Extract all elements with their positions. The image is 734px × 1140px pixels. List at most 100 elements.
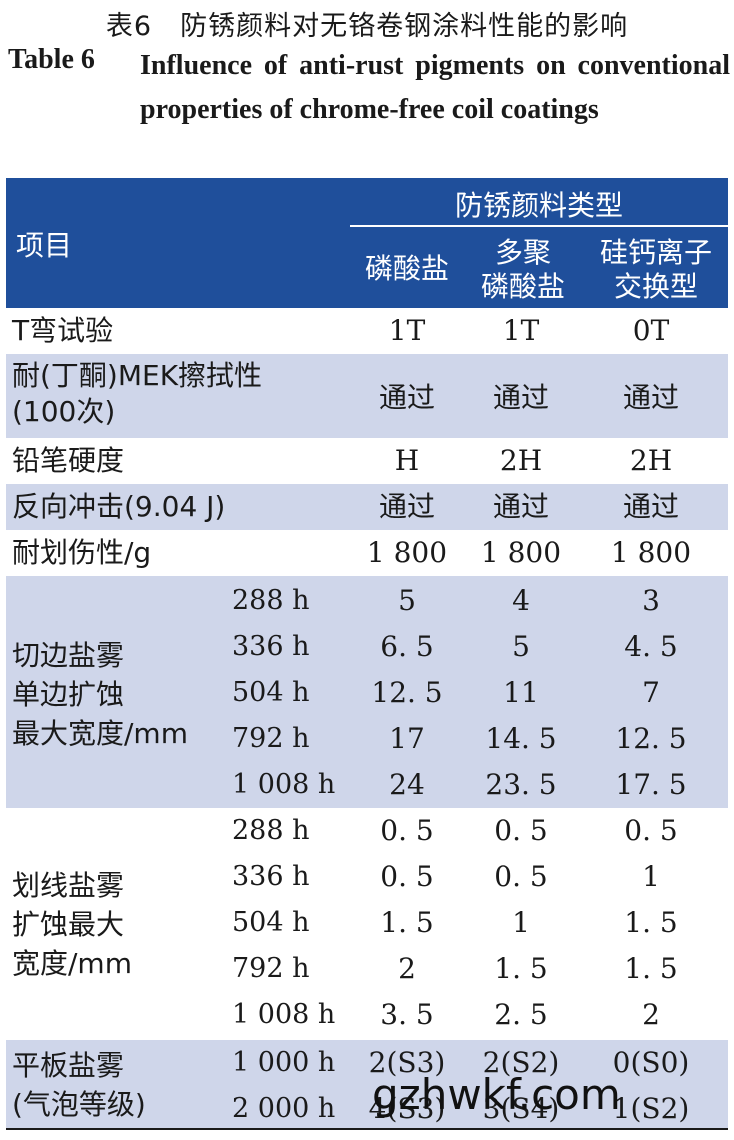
caption-english-text: Influence of anti-rust pigments on conve… — [140, 50, 730, 125]
cell: 1T — [502, 314, 540, 347]
table-row: 288 h 0. 5 0. 5 0. 5 — [6, 808, 728, 854]
time-cell: 2 000 h — [232, 1093, 336, 1124]
row-label-line: 单边扩蚀 — [12, 678, 125, 711]
header-col-silica-calcium: 硅钙离子 交换型 — [584, 236, 728, 304]
header-col3-line2: 交换型 — [613, 270, 698, 303]
table-row: 792 h 17 14. 5 12. 5 — [6, 716, 728, 762]
time-cell: 1 000 h — [232, 1047, 336, 1078]
table-row: 1 000 h 2(S3) 2(S2) 0(S0) — [6, 1040, 728, 1086]
cell: 0. 5 — [624, 814, 678, 847]
cell: 3 — [642, 584, 660, 617]
cell: 0(S0) — [612, 1046, 690, 1079]
table-row: 铅笔硬度 H 2H 2H — [6, 438, 728, 484]
row-label: 反向冲击(9.04 J) — [12, 490, 226, 523]
time-cell: 336 h — [232, 861, 310, 892]
cell: 通过 — [492, 381, 549, 414]
header-divider — [350, 225, 728, 227]
table-row: 336 h 6. 5 5 4. 5 — [6, 624, 728, 670]
edge-salt-rows: 288 h 5 4 3 336 h 6. 5 5 4. 5 504 h 12. … — [6, 578, 728, 808]
cell: 1 800 — [366, 536, 448, 569]
scribe-salt-rows: 288 h 0. 5 0. 5 0. 5 336 h 0. 5 0. 5 1 5… — [6, 808, 728, 1038]
row-label: 划线盐雾 扩蚀最大 宽度/mm — [12, 866, 132, 983]
header-col-phosphate: 磷酸盐 — [364, 252, 449, 285]
header-pigment-type: 防锈颜料类型 — [454, 189, 623, 222]
table-row: 288 h 5 4 3 — [6, 578, 728, 624]
table-row: 耐划伤性/g 1 800 1 800 1 800 — [6, 530, 728, 576]
cell: 2H — [629, 444, 673, 477]
cell: 0. 5 — [380, 814, 434, 847]
table-header: 项目 防锈颜料类型 磷酸盐 多聚 磷酸盐 硅钙离子 交换型 — [6, 178, 728, 308]
time-cell: 1 008 h — [232, 999, 336, 1030]
cell: 3. 5 — [380, 998, 434, 1031]
cell: H — [394, 444, 420, 477]
time-cell: 504 h — [232, 907, 310, 938]
cell: 7 — [642, 676, 660, 709]
header-item: 项目 — [16, 229, 73, 262]
cell: 4. 5 — [624, 630, 678, 663]
time-cell: 792 h — [232, 723, 310, 754]
table-row: T弯试验 1T 1T 0T — [6, 308, 728, 354]
cell: 17. 5 — [615, 768, 687, 801]
time-cell: 336 h — [232, 631, 310, 662]
cell: 11 — [503, 676, 539, 709]
row-label: 耐(丁酮)MEK擦拭性 (100次) — [12, 358, 262, 430]
cell: 5 — [398, 584, 416, 617]
table-row: 2 000 h 4(S3) 3(S4) 1(S2) — [6, 1086, 728, 1132]
cell: 1 800 — [480, 536, 562, 569]
cell: 1. 5 — [624, 906, 678, 939]
cell: 2. 5 — [494, 998, 548, 1031]
row-label-line: 平板盐雾 — [12, 1049, 125, 1082]
header-col2-line2: 磷酸盐 — [480, 270, 565, 303]
row-label-line: (100次) — [12, 395, 116, 428]
time-cell: 504 h — [232, 677, 310, 708]
cell: 1 — [642, 860, 660, 893]
cell: 2(S3) — [368, 1046, 446, 1079]
table-row: 反向冲击(9.04 J) 通过 通过 通过 — [6, 484, 728, 530]
cell: 5 — [512, 630, 530, 663]
cell: 通过 — [622, 381, 679, 414]
table-row: 耐(丁酮)MEK擦拭性 (100次) 通过 通过 通过 — [6, 354, 728, 438]
edge-salt-group: 切边盐雾 单边扩蚀 最大宽度/mm 288 h 5 4 3 336 h 6. 5… — [6, 576, 728, 808]
panel-salt-group: 平板盐雾 (气泡等级) 1 000 h 2(S3) 2(S2) 0(S0) 2 … — [6, 1040, 728, 1130]
cell: 1. 5 — [380, 906, 434, 939]
caption-english-label: Table 6 — [8, 44, 95, 75]
table-row: 336 h 0. 5 0. 5 1 — [6, 854, 728, 900]
cell: 通过 — [492, 490, 549, 523]
cell: 4(S3) — [368, 1092, 446, 1125]
cell: 0. 5 — [494, 814, 548, 847]
time-cell: 1 008 h — [232, 769, 336, 800]
cell: 0. 5 — [494, 860, 548, 893]
cell: 0. 5 — [380, 860, 434, 893]
scribe-salt-group: 划线盐雾 扩蚀最大 宽度/mm 288 h 0. 5 0. 5 0. 5 336… — [6, 808, 728, 1040]
cell: 1. 5 — [624, 952, 678, 985]
cell: 1(S2) — [612, 1092, 690, 1125]
header-col-polyphosphate: 多聚 磷酸盐 — [466, 236, 580, 304]
table-row: 1 008 h 3. 5 2. 5 2 — [6, 992, 728, 1038]
site-watermark: gzhwkf.com — [372, 1070, 621, 1119]
cell: 1. 5 — [494, 952, 548, 985]
row-label: 铅笔硬度 — [12, 444, 125, 477]
table-row: 792 h 2 1. 5 1. 5 — [6, 946, 728, 992]
row-label: T弯试验 — [12, 314, 114, 347]
time-cell: 792 h — [232, 953, 310, 984]
cell: 1 800 — [610, 536, 692, 569]
cell: 3(S4) — [482, 1092, 560, 1125]
table-bottom-rule — [6, 1128, 728, 1130]
header-col3-line1: 硅钙离子 — [599, 236, 712, 269]
cell: 2 — [642, 998, 660, 1031]
row-label: 切边盐雾 单边扩蚀 最大宽度/mm — [12, 636, 188, 753]
row-label-line: 耐(丁酮)MEK擦拭性 — [12, 359, 263, 392]
cell: 0T — [632, 314, 670, 347]
row-label-line: (气泡等级) — [12, 1088, 146, 1121]
row-label-line: 宽度/mm — [12, 947, 132, 980]
row-label-line: 划线盐雾 — [12, 869, 125, 902]
cell: 12. 5 — [615, 722, 687, 755]
header-col2-line1: 多聚 — [494, 236, 551, 269]
time-cell: 288 h — [232, 815, 310, 846]
cell: 4 — [512, 584, 530, 617]
cell: 1T — [388, 314, 426, 347]
cell: 17 — [389, 722, 425, 755]
cell: 24 — [389, 768, 425, 801]
panel-salt-rows: 1 000 h 2(S3) 2(S2) 0(S0) 2 000 h 4(S3) … — [6, 1040, 728, 1132]
cell: 通过 — [378, 381, 435, 414]
